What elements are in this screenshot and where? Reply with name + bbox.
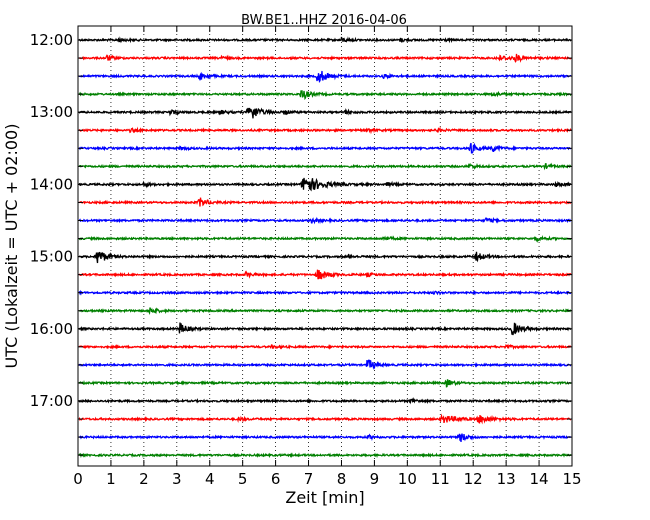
- x-tick-label: 6: [271, 470, 281, 488]
- trace-1415: [78, 197, 572, 207]
- x-tick-label: 4: [205, 470, 215, 488]
- x-tick-label: 15: [562, 470, 581, 488]
- y-tick-label: 14:00: [30, 175, 73, 193]
- y-tick-label: 17:00: [30, 392, 73, 410]
- axis-ticks: 0 1 2 3 4 5 6 7 8 9 10 11 12 13 14 1512:0013:0014:0015:…: [30, 26, 582, 488]
- x-tick-label: 12: [464, 470, 483, 488]
- y-tick-label: 16:00: [30, 320, 73, 338]
- trace-1200: [78, 36, 572, 44]
- y-axis-label: UTC (Lokalzeit = UTC + 02:00): [2, 124, 21, 369]
- traces: [78, 36, 572, 459]
- x-tick-label: 14: [530, 470, 549, 488]
- y-tick-label: 13:00: [30, 103, 73, 121]
- trace-1500: [78, 251, 571, 264]
- trace-1730: [78, 433, 572, 442]
- y-tick-label: 12:00: [30, 31, 73, 49]
- trace-1515: [78, 269, 572, 280]
- trace-1745: [78, 452, 572, 459]
- trace-1315: [78, 126, 572, 135]
- chart-title: BW.BE1..HHZ 2016-04-06: [241, 13, 407, 28]
- trace-1530: [78, 289, 572, 296]
- trace-1630: [78, 359, 572, 370]
- trace-1330: [78, 142, 572, 154]
- trace-1600: [78, 322, 572, 336]
- x-tick-label: 11: [431, 470, 450, 488]
- x-tick-label: 0: [73, 470, 83, 488]
- trace-1230: [78, 70, 572, 84]
- trace-1245: [78, 90, 572, 101]
- trace-1215: [79, 53, 572, 63]
- grid: [110, 26, 540, 466]
- x-tick-label: 3: [172, 470, 182, 488]
- x-tick-label: 13: [497, 470, 516, 488]
- trace-1715: [78, 413, 572, 425]
- x-axis-label: Zeit [min]: [285, 488, 364, 507]
- x-tick-label: 1: [106, 470, 116, 488]
- y-tick-label: 15:00: [30, 248, 73, 266]
- plot-frame: [77, 25, 573, 467]
- trace-1645: [78, 379, 572, 388]
- trace-1430: [78, 216, 572, 225]
- x-tick-label: 9: [370, 470, 380, 488]
- trace-1700: [78, 397, 572, 405]
- x-tick-label: 10: [398, 470, 417, 488]
- x-tick-label: 7: [304, 470, 314, 488]
- x-tick-label: 8: [337, 470, 347, 488]
- trace-1300: [78, 107, 572, 119]
- trace-1545: [78, 307, 572, 316]
- trace-1445: [78, 235, 572, 243]
- trace-1400: [78, 177, 572, 192]
- trace-1345: [78, 162, 572, 171]
- x-tick-label: 2: [139, 470, 149, 488]
- x-tick-label: 5: [238, 470, 248, 488]
- trace-1615: [78, 343, 572, 351]
